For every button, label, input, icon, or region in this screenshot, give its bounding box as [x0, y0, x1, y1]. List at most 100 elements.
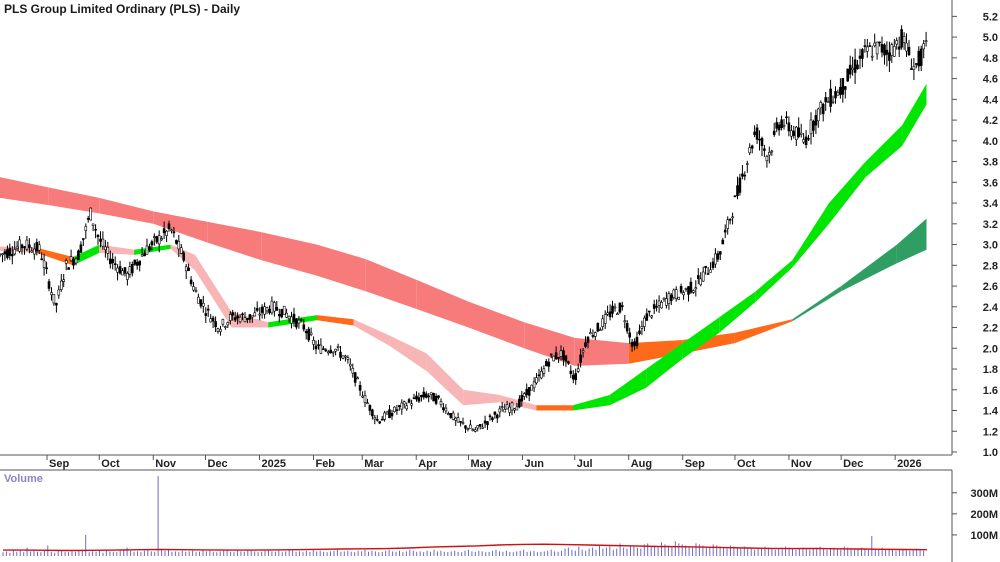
price-bar-body — [508, 406, 511, 413]
price-bar-body — [630, 341, 634, 347]
price-bar-body — [851, 67, 854, 70]
price-bar-body — [591, 335, 595, 337]
price-bar-body — [728, 218, 732, 221]
time-axis-label: Jul — [577, 458, 593, 470]
price-bar-body — [557, 356, 560, 359]
price-bar-body — [589, 332, 592, 335]
long-ribbon-segment — [628, 340, 683, 364]
price-bar-body — [647, 310, 651, 313]
price-bar-body — [145, 245, 149, 255]
price-bar-body — [400, 402, 404, 410]
chart-title: PLS Group Limited Ordinary (PLS) - Daily — [4, 2, 240, 16]
price-bar-body — [348, 363, 352, 367]
price-bar-body — [812, 121, 815, 131]
short-ribbon — [0, 83, 927, 411]
price-bar-body — [341, 355, 345, 359]
price-bar-body — [731, 216, 734, 219]
price-bar-body — [763, 148, 766, 151]
time-axis-label: Sep — [685, 458, 705, 470]
price-bar-body — [669, 294, 673, 301]
price-bar-body — [307, 328, 311, 341]
price-bar-body — [792, 130, 796, 136]
price-bar-body — [172, 231, 176, 234]
price-bar-body — [547, 361, 551, 367]
time-axis-label: Mar — [364, 458, 384, 470]
long-ribbon-segment — [896, 218, 927, 264]
price-bar-body — [47, 281, 51, 289]
price-bar-body — [317, 344, 320, 346]
price-bar-body — [84, 226, 88, 231]
price-bar-body — [564, 355, 568, 362]
price-bar-body — [74, 258, 78, 264]
long-ribbon-segment — [416, 279, 469, 328]
time-axis-label: Aug — [631, 458, 652, 470]
price-bar-body — [248, 314, 252, 320]
price-bar-body — [344, 355, 347, 358]
price-bar-body — [280, 308, 284, 318]
price-bar-body — [243, 317, 247, 323]
price-bar-body — [363, 395, 367, 403]
price-bar-body — [420, 394, 423, 398]
price-bar-body — [25, 239, 29, 250]
price-bar-body — [434, 395, 438, 404]
price-bar-body — [616, 313, 619, 316]
price-bar-body — [598, 329, 602, 332]
price-bar-body — [101, 238, 105, 247]
short-ribbon-segment — [573, 395, 610, 411]
price-bar-body — [91, 223, 95, 226]
price-bar-body — [571, 374, 575, 380]
price-bar-body — [204, 313, 208, 316]
price-bar-body — [390, 412, 394, 417]
price-bar-body — [273, 302, 276, 312]
time-axis-label: May — [470, 458, 492, 470]
price-bar-body — [135, 261, 139, 266]
price-bar-body — [767, 152, 771, 156]
price-bar-body — [544, 361, 548, 367]
price-bar-body — [427, 395, 431, 398]
price-bar-body — [765, 156, 769, 161]
price-bar-body — [312, 339, 315, 345]
volume-axis-label: 100M — [970, 530, 998, 542]
price-bar-body — [665, 298, 668, 306]
price-bar-body — [888, 52, 891, 61]
price-bar-body — [432, 393, 435, 402]
price-bar-body — [625, 323, 629, 332]
short-ribbon-segment — [317, 315, 354, 326]
price-bar-body — [549, 353, 553, 356]
price-bar-body — [62, 279, 66, 282]
price-bar-body — [94, 228, 97, 231]
price-bar-body — [469, 424, 472, 429]
price-bar-body — [324, 349, 328, 352]
price-bar-body — [326, 351, 330, 354]
price-axis: 1.0 1.2 1.4 1.6 1.8 2.0 2.2 2.4 2.6 2.8 3.0 3.2 3.4 3… — [951, 0, 999, 459]
price-bar-body — [466, 428, 470, 430]
price-bar-body — [613, 306, 617, 309]
price-bar-body — [30, 250, 34, 253]
price-bar-body — [187, 267, 190, 271]
price-bar-body — [486, 421, 489, 426]
price-bar-body — [552, 355, 556, 362]
price-bar-body — [395, 409, 399, 411]
price-bar-body — [0, 253, 2, 256]
volume-axis-label: 200M — [970, 509, 998, 521]
price-bar-body — [373, 417, 377, 420]
price-bar-body — [687, 286, 690, 295]
price-bar-body — [224, 326, 227, 328]
price-bar-body — [741, 173, 744, 177]
price-bar-body — [902, 36, 906, 43]
price-bar-body — [446, 413, 450, 416]
price-axis-label: 2.2 — [983, 323, 998, 335]
price-bar-body — [510, 402, 514, 411]
price-bar-body — [378, 421, 382, 424]
price-bar-body — [116, 267, 119, 273]
price-bar-body — [336, 346, 340, 349]
price-bar-body — [219, 329, 222, 332]
price-bar-body — [755, 127, 759, 140]
price-bar-body — [745, 163, 749, 165]
volume-moving-average — [3, 543, 928, 552]
price-bar-body — [216, 328, 220, 332]
price-bar-body — [775, 122, 779, 129]
price-axis-label: 1.6 — [983, 385, 998, 397]
long-ribbon-segment — [841, 244, 897, 292]
price-bar-body — [410, 403, 413, 406]
